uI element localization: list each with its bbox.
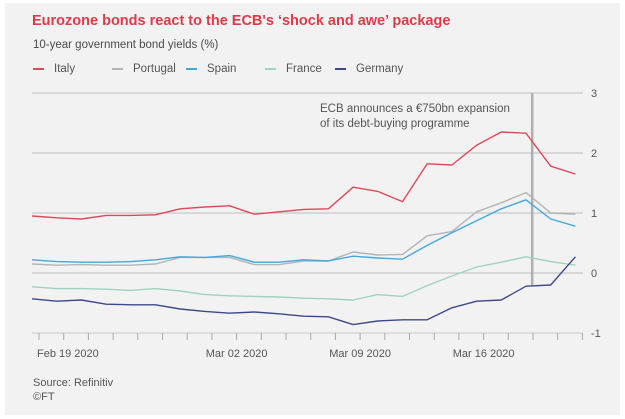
y-tick-label: 3 xyxy=(591,88,597,100)
legend-swatch-germany xyxy=(335,68,346,70)
source-text: Source: Refinitiv xyxy=(33,377,114,389)
legend-swatch-italy xyxy=(33,68,44,70)
x-tick-label: Feb 19 2020 xyxy=(37,348,99,360)
chart-title: Eurozone bonds react to the ECB's ‘shock… xyxy=(32,13,451,29)
legend-item-italy[interactable]: Italy xyxy=(33,62,75,76)
series-line-italy xyxy=(31,131,576,220)
series-line-portugal xyxy=(31,191,576,266)
y-tick-label: 1 xyxy=(591,208,597,220)
legend-swatch-france xyxy=(265,68,276,70)
series-line-france xyxy=(31,256,576,301)
legend-label-france: France xyxy=(286,63,322,75)
legend-item-spain[interactable]: Spain xyxy=(186,62,236,76)
annotation-text: of its debt-buying programme xyxy=(320,118,470,130)
y-axis-labels: 3 2 1 0 -1 xyxy=(591,88,601,340)
legend-item-germany[interactable]: Germany xyxy=(335,62,403,76)
series-line-germany xyxy=(31,256,576,326)
chart-subtitle: 10-year government bond yields (%) xyxy=(33,39,219,51)
y-tick-label: -1 xyxy=(591,328,601,340)
copyright-text: ©FT xyxy=(33,391,55,403)
x-tick-label: Mar 16 2020 xyxy=(453,348,515,360)
legend-label-portugal: Portugal xyxy=(133,63,176,75)
series-lines xyxy=(31,131,576,326)
legend-swatch-spain xyxy=(186,68,197,70)
annotation: ECB announces a €750bn expansion of its d… xyxy=(320,103,510,130)
legend-item-france[interactable]: France xyxy=(265,62,322,76)
annotation-text: ECB announces a €750bn expansion xyxy=(320,103,510,115)
x-axis xyxy=(32,332,583,340)
gridlines xyxy=(32,92,583,274)
x-tick-label: Mar 09 2020 xyxy=(329,348,391,360)
legend-label-germany: Germany xyxy=(356,63,404,75)
legend-label-italy: Italy xyxy=(54,63,76,75)
source-note: Source: Refinitiv ©FT xyxy=(33,376,113,404)
y-tick-label: 0 xyxy=(591,268,597,280)
y-tick-label: 2 xyxy=(591,148,597,160)
x-axis-labels: Feb 19 2020 Mar 02 2020 Mar 09 2020 Mar 16 … xyxy=(37,348,514,360)
legend-swatch-portugal xyxy=(112,68,123,70)
legend-item-portugal[interactable]: Portugal xyxy=(112,62,176,76)
legend: Italy Portugal Spain France Germany xyxy=(33,62,453,76)
x-tick-label: Mar 02 2020 xyxy=(206,348,268,360)
series-line-spain xyxy=(31,199,576,263)
legend-label-spain: Spain xyxy=(207,63,237,75)
